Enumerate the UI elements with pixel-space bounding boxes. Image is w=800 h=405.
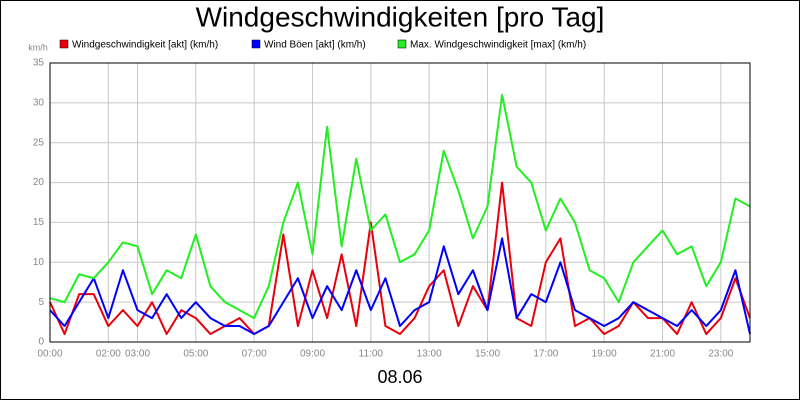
plot-area bbox=[50, 63, 750, 342]
y-tick-label: 30 bbox=[33, 97, 45, 108]
legend: Windgeschwindigkeit [akt] (km/h) Wind Böe… bbox=[59, 39, 586, 51]
x-tick-label: 07:00 bbox=[242, 349, 267, 360]
plot-border bbox=[49, 62, 751, 343]
x-tick-label: 15:00 bbox=[475, 349, 500, 360]
series-line bbox=[49, 237, 751, 336]
x-tick-label: 19:00 bbox=[592, 349, 617, 360]
x-tick-label: 02:00 bbox=[96, 349, 121, 360]
legend-label: Wind Böen [akt] (km/h) bbox=[264, 40, 366, 51]
y-tick-label: 35 bbox=[33, 58, 45, 69]
x-tick-label: 00:00 bbox=[37, 349, 62, 360]
y-tick-label: 15 bbox=[33, 217, 45, 228]
x-tick-label: 09:00 bbox=[300, 349, 325, 360]
y-tick-label: 0 bbox=[38, 337, 44, 348]
legend-swatch bbox=[251, 39, 261, 49]
x-tick-label: 17:00 bbox=[533, 349, 558, 360]
y-tick-label: 25 bbox=[33, 137, 45, 148]
x-tick-label: 13:00 bbox=[417, 349, 442, 360]
y-tick-label: 10 bbox=[33, 257, 45, 268]
x-tick-label: 03:00 bbox=[125, 349, 150, 360]
legend-swatch bbox=[59, 39, 69, 49]
y-unit: km/h bbox=[28, 42, 48, 52]
legend-label: Max. Windgeschwindigkeit [max] (km/h) bbox=[410, 40, 586, 51]
series-line bbox=[49, 93, 751, 320]
y-tick-label: 20 bbox=[33, 177, 45, 188]
chart-title: Windgeschwindigkeiten [pro Tag] bbox=[196, 1, 605, 32]
x-tick-label: 11:00 bbox=[359, 349, 384, 360]
x-axis-label: 08.06 bbox=[377, 367, 422, 387]
y-tick-label: 5 bbox=[38, 297, 44, 308]
x-tick-label: 21:00 bbox=[650, 349, 675, 360]
x-tick-label: 23:00 bbox=[708, 349, 733, 360]
legend-label: Windgeschwindigkeit [akt] (km/h) bbox=[72, 40, 218, 51]
legend-swatch bbox=[397, 39, 407, 49]
x-tick-label: 05:00 bbox=[183, 349, 208, 360]
